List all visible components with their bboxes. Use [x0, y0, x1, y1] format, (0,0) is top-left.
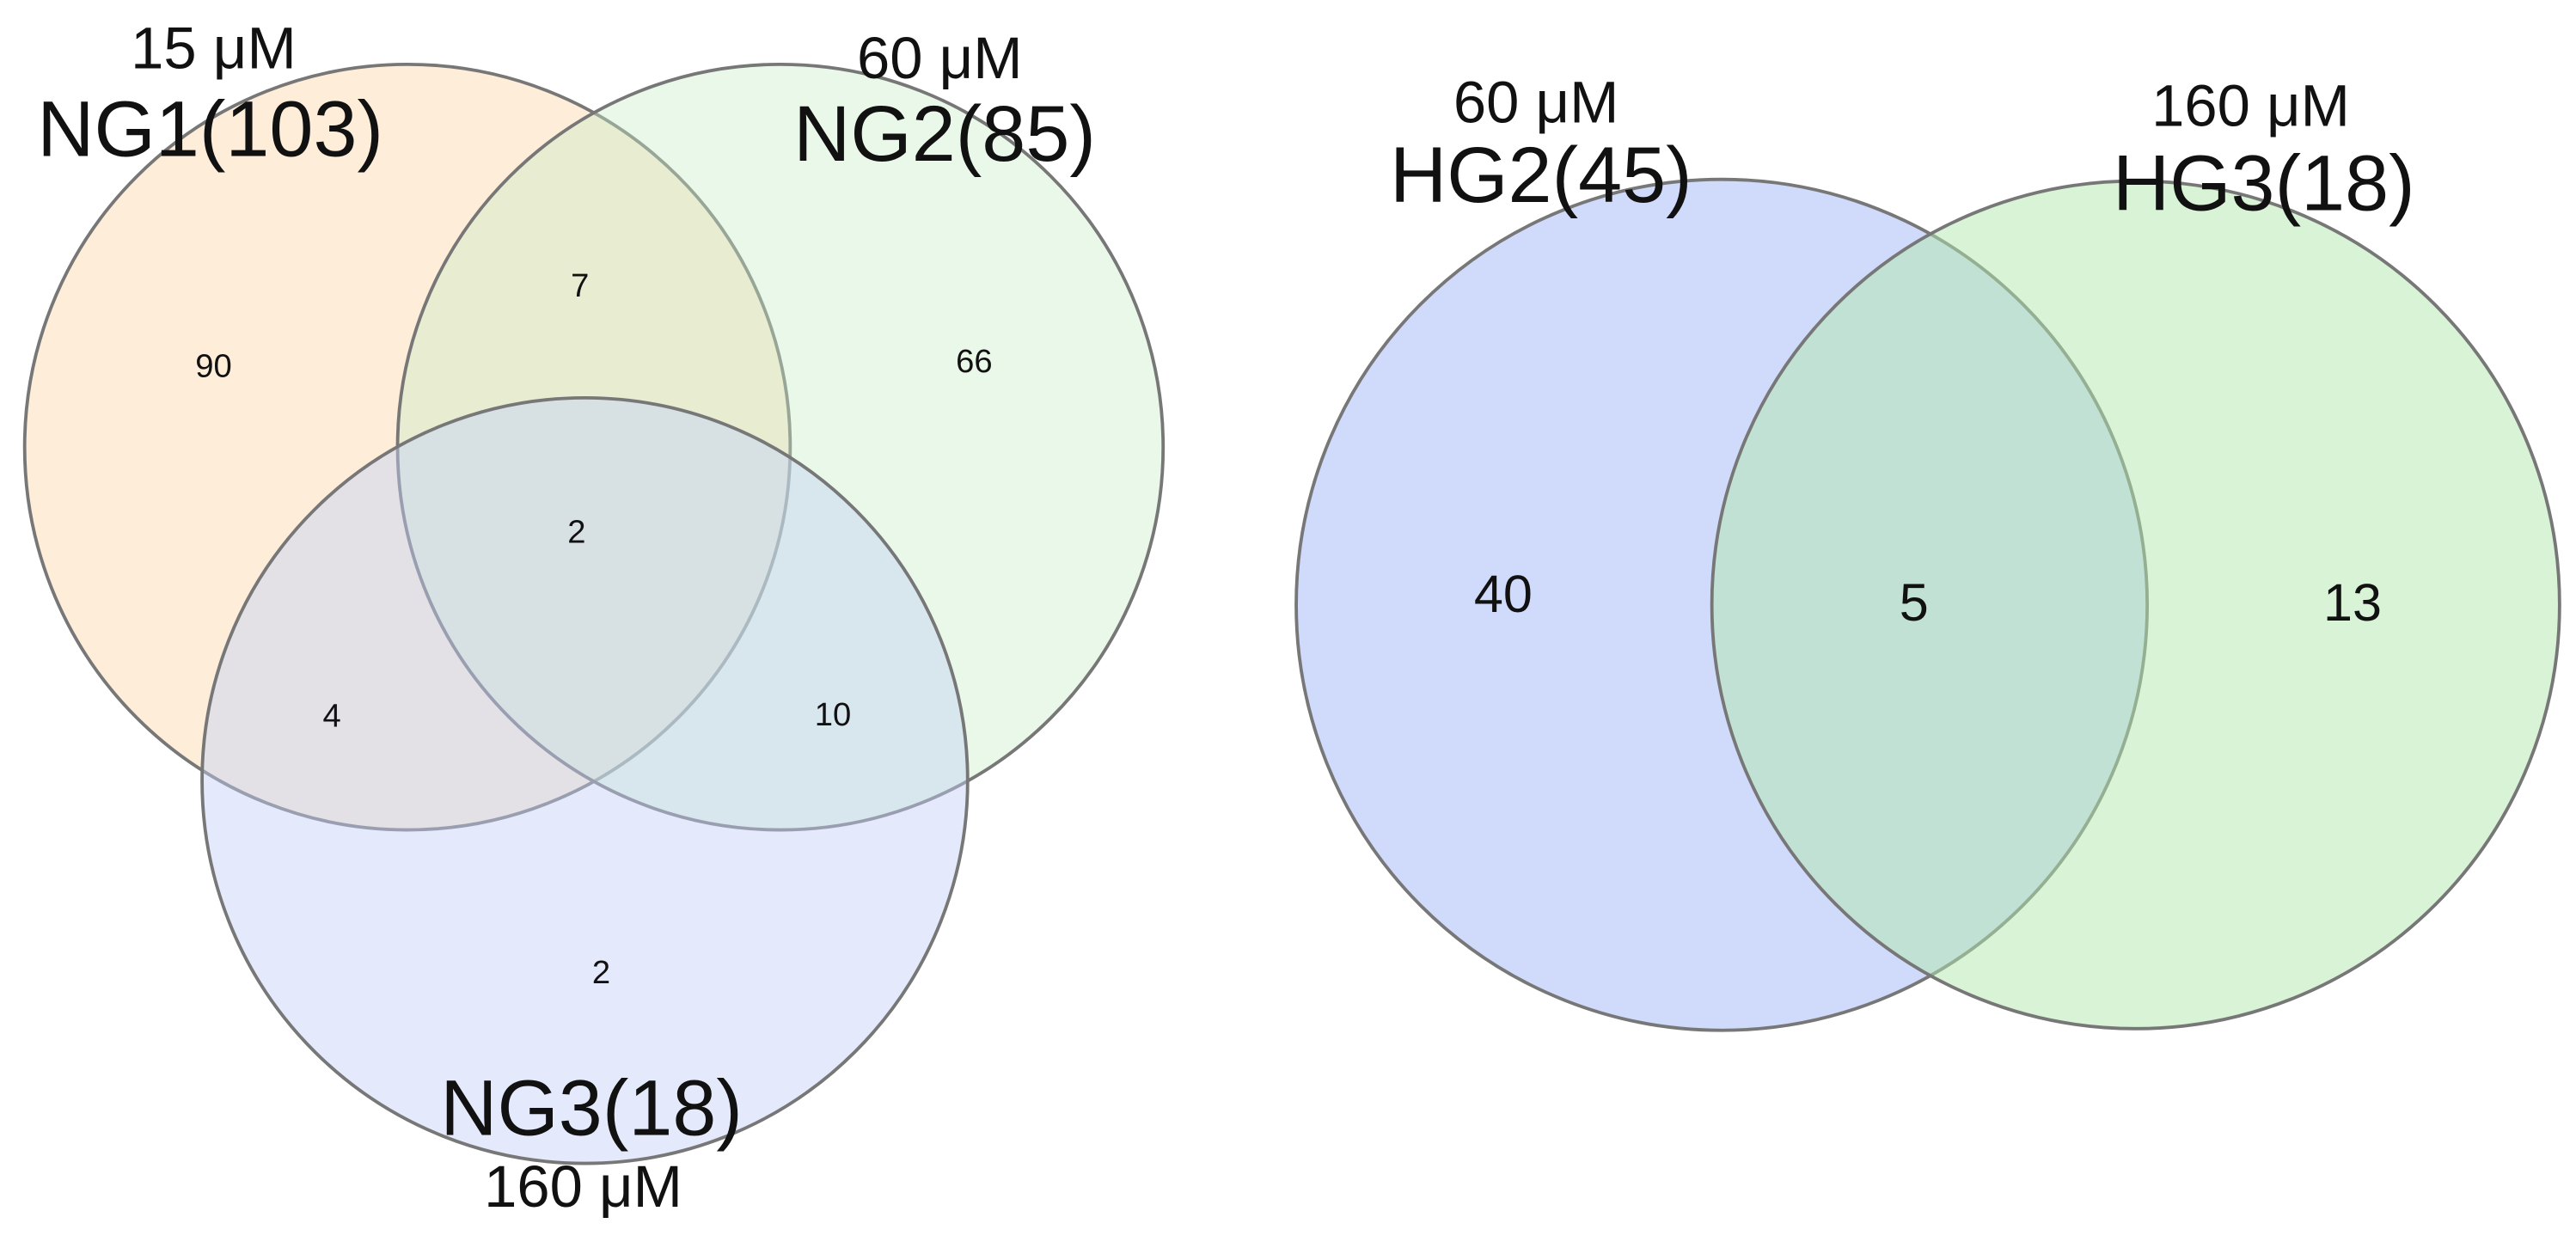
region-count: 90	[195, 348, 232, 385]
set-label: HG2(45)	[1390, 132, 1692, 219]
region-count: 2	[592, 954, 610, 991]
region-count: 4	[322, 698, 340, 735]
region-count: 7	[571, 267, 589, 304]
venn-ng: 15 μM NG1(103) 60 μM NG2(85) NG3(18) 160…	[22, 15, 1166, 1220]
set-label: NG2(85)	[793, 90, 1096, 178]
region-count: 13	[2323, 573, 2382, 632]
region-count: 5	[1900, 573, 1929, 632]
set-concentration: 160 μM	[2151, 73, 2350, 139]
region-count: 10	[815, 696, 852, 733]
venn-hg: 60 μM HG2(45) 160 μM HG3(18) 40 5 13	[1294, 70, 2561, 1032]
set-label: NG3(18)	[440, 1064, 743, 1152]
set-concentration: 60 μM	[1453, 70, 1619, 136]
set-label: NG1(103)	[37, 85, 383, 173]
region-count: 2	[567, 514, 585, 551]
set-circle	[200, 395, 970, 1165]
set-concentration: 160 μM	[484, 1153, 682, 1220]
set-circle	[22, 62, 792, 832]
region-count: 40	[1474, 565, 1533, 623]
set-label: HG3(18)	[2113, 139, 2415, 227]
set-concentration: 15 μM	[131, 15, 297, 82]
set-circle	[1710, 179, 2561, 1031]
region-count: 66	[956, 343, 993, 380]
set-concentration: 60 μM	[857, 25, 1023, 91]
